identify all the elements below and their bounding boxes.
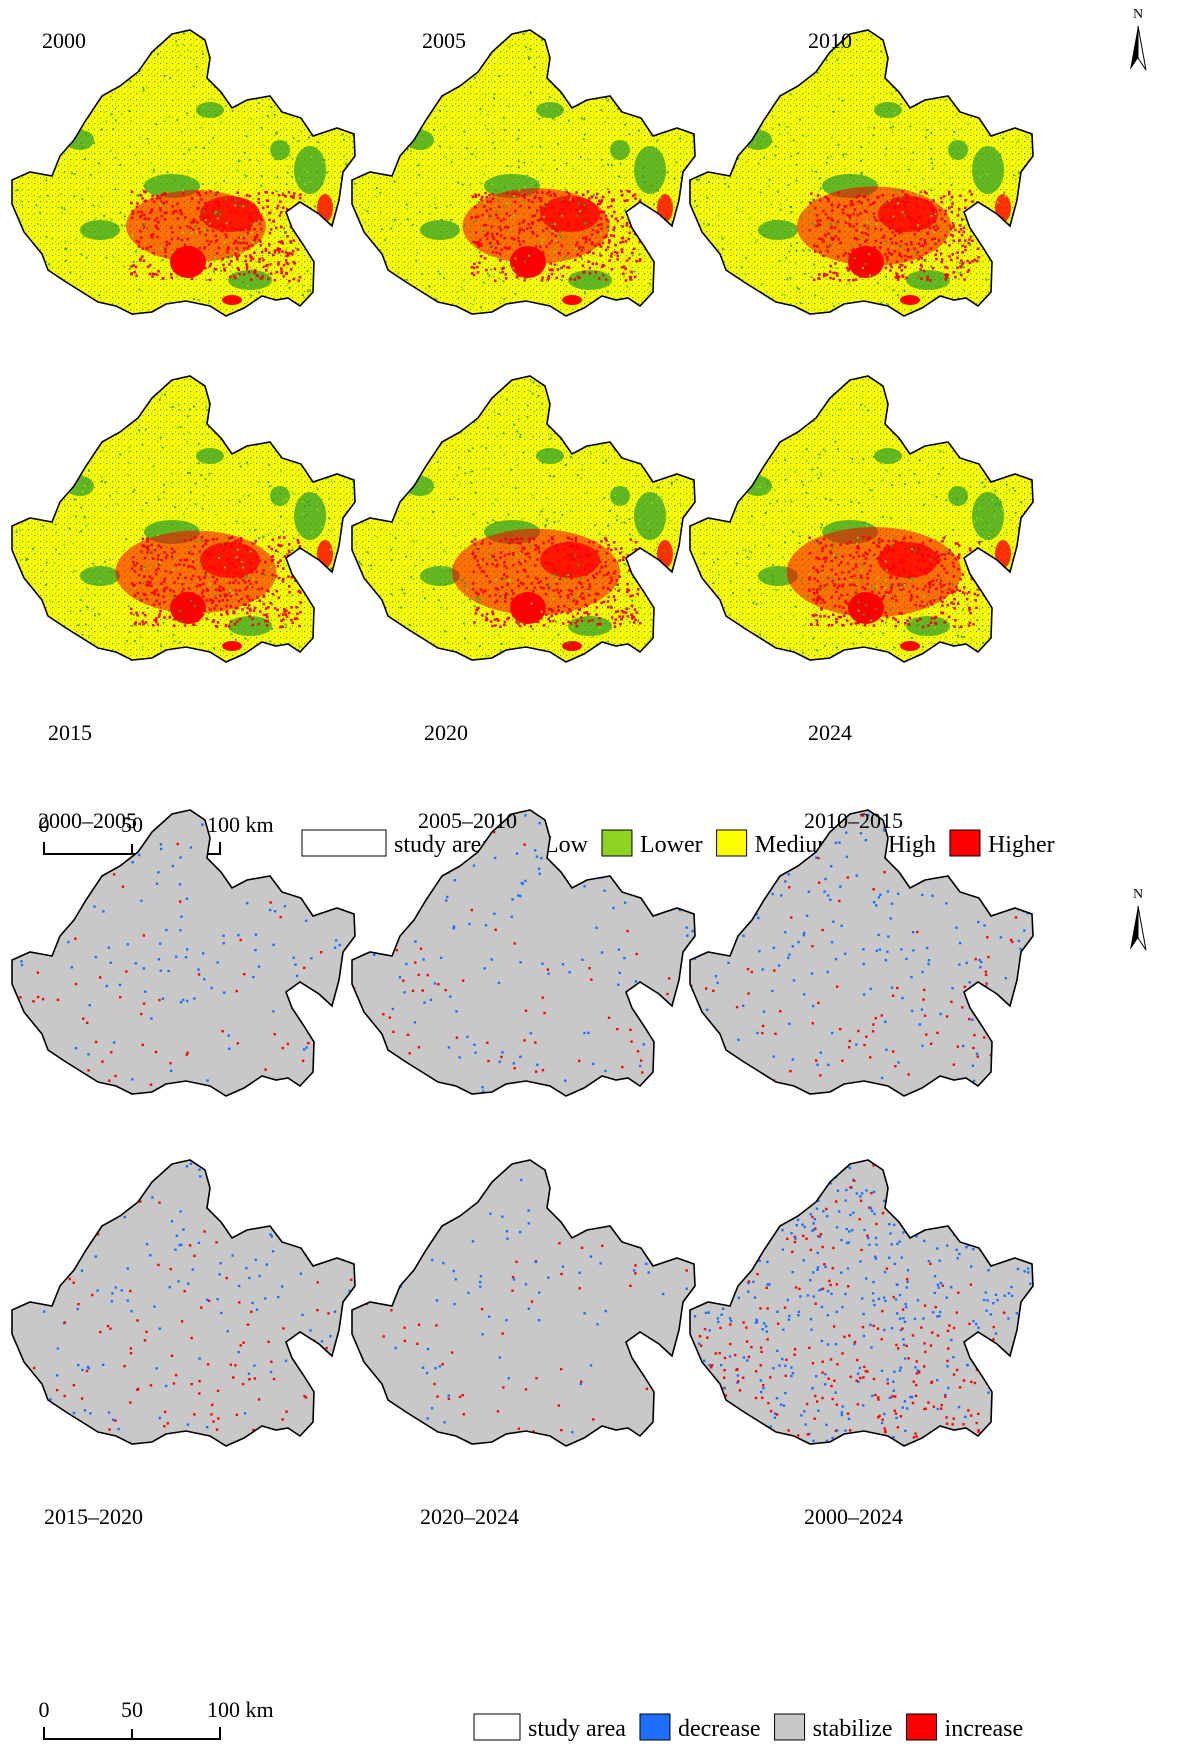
map-panel-2010–2015: 2010–2015: [689, 808, 1034, 1097]
bottom-panel-grid: 2000–2005 2005–2010 2010–2015 2015–2020 2020…: [11, 808, 1034, 1529]
legend-item-decrease: decrease: [639, 1713, 761, 1742]
top-panel-grid: 2000 2005 2010 2015 2020 2024: [11, 28, 1034, 745]
legend-item-study-area: study area: [473, 1713, 626, 1742]
level-legend: study area Low Lower Medium High Higher: [301, 829, 1055, 858]
map-panel-2024: 2024: [689, 375, 1034, 745]
legend-item-Higher: Higher: [949, 829, 1055, 858]
legend-label: decrease: [678, 1716, 761, 1742]
panel-label: 2024: [808, 720, 852, 745]
map-panel-2015–2020: 2015–2020: [11, 1159, 356, 1529]
map-panel-2015: 2015: [11, 375, 356, 745]
legend-label: Higher: [988, 832, 1055, 858]
legend-swatch: [949, 829, 981, 857]
north-arrow-change: N: [1130, 887, 1147, 951]
legend-label: Low: [544, 832, 589, 858]
legend-label: Lower: [640, 832, 703, 858]
scale-bar-change: 0 50 100 km: [39, 1697, 274, 1740]
scale-tick-50: 50: [121, 812, 143, 837]
region-fill: [352, 1160, 695, 1446]
panel-label: 2015–2020: [44, 1504, 143, 1529]
legend-swatch: [301, 829, 387, 857]
map-panel-2000: 2000: [11, 28, 356, 317]
region-fill: [12, 1160, 355, 1446]
scale-tick-0-change: 0: [39, 1697, 50, 1722]
legend-swatch: [601, 829, 633, 857]
panel-label: 2020: [424, 720, 468, 745]
legend-swatch: [716, 829, 748, 857]
panel-label: 2000: [42, 28, 86, 53]
map-panel-2020: 2020: [351, 375, 696, 745]
region-fill: [690, 1160, 1033, 1446]
north-arrow: N: [1130, 7, 1147, 71]
legend-item-Lower: Lower: [601, 829, 703, 858]
legend-swatch: [639, 1713, 671, 1741]
north-label-change: N: [1133, 887, 1143, 902]
legend-swatch: [473, 1713, 521, 1741]
legend-item-stabilize: stabilize: [774, 1713, 893, 1742]
legend-label: stabilize: [813, 1716, 893, 1742]
scale-tick-50-change: 50: [121, 1697, 143, 1722]
legend-item-increase: increase: [906, 1713, 1024, 1742]
legend-swatch: [906, 1713, 938, 1741]
panel-label: 2010–2015: [804, 808, 903, 833]
legend-label: study area: [528, 1716, 626, 1742]
scale-tick-0: 0: [39, 812, 50, 837]
panel-label: 2020–2024: [420, 1504, 519, 1529]
map-panel-2000–2024: 2000–2024: [689, 1159, 1034, 1529]
panel-label: 2000–2024: [804, 1504, 903, 1529]
map-panel-2010: 2010: [689, 28, 1034, 317]
map-panel-2005: 2005: [351, 28, 696, 317]
scale-tick-100-change: 100 km: [207, 1697, 274, 1722]
panel-label: 2005: [422, 28, 466, 53]
panel-label: 2010: [808, 28, 852, 53]
legend-label: increase: [945, 1716, 1024, 1742]
legend-item-study-area: study area: [301, 829, 492, 858]
map-panel-2020–2024: 2020–2024: [351, 1159, 696, 1529]
north-label: N: [1133, 7, 1143, 22]
scale-tick-100: 100 km: [207, 812, 274, 837]
panel-label: 2000–2005: [38, 808, 137, 833]
legend-label: High: [888, 832, 936, 858]
change-legend: study area decrease stabilize increase: [473, 1713, 1024, 1742]
panel-label: 2005–2010: [418, 808, 517, 833]
legend-swatch: [774, 1713, 806, 1741]
panel-label: 2015: [48, 720, 92, 745]
